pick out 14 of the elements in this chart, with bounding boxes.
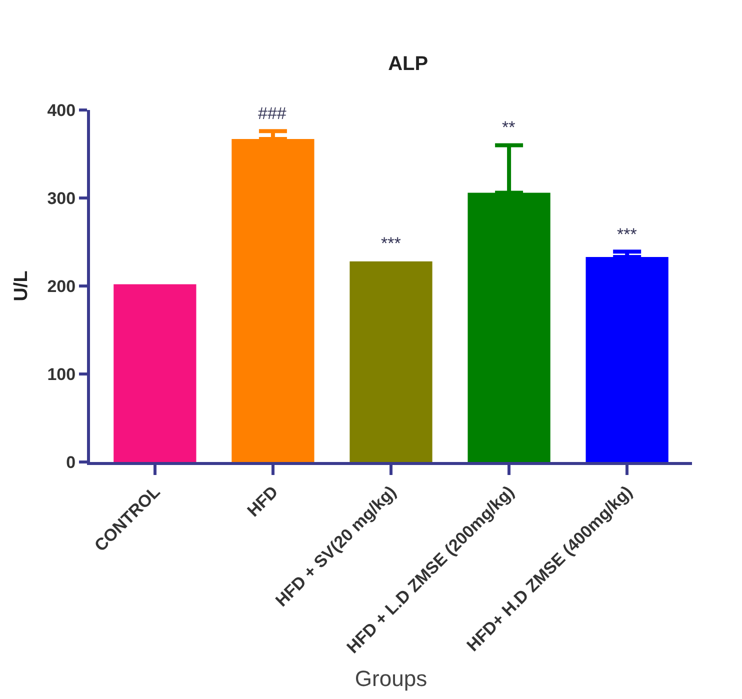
x-axis-title: Groups — [354, 666, 428, 691]
y-tick-label: 100 — [47, 364, 76, 384]
y-tick-label: 300 — [47, 188, 76, 208]
bar — [114, 284, 196, 462]
y-tick-label: 200 — [47, 276, 76, 296]
bar — [350, 261, 432, 462]
chart-title: ALP — [388, 52, 428, 75]
annotation: *** — [617, 225, 638, 244]
annotation: ** — [502, 118, 516, 137]
y-tick-label: 400 — [47, 100, 76, 120]
annotation: *** — [381, 234, 402, 253]
y-tick-label: 0 — [66, 452, 76, 472]
annotation: ### — [258, 104, 287, 123]
y-axis-title: U/L — [11, 270, 32, 302]
